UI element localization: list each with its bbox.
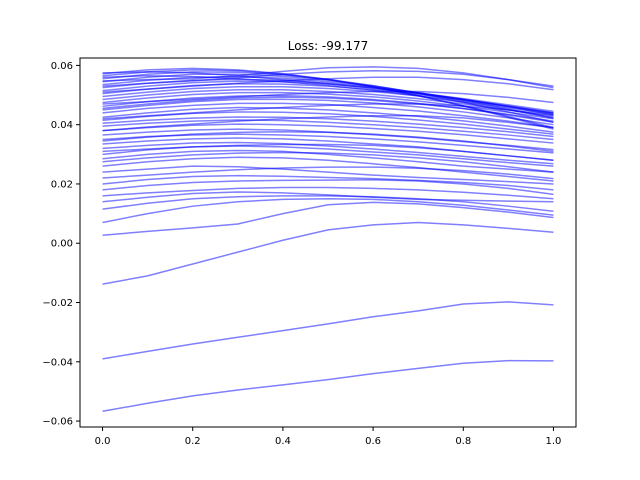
x-tick-label: 0.0 [95, 436, 111, 447]
series-line-26 [102, 91, 554, 120]
series-line-46 [102, 71, 554, 115]
y-tick-label: 0.00 [51, 239, 73, 250]
x-tick-label: 1.0 [546, 436, 562, 447]
y-tick-label: −0.02 [42, 298, 73, 309]
series-line-39 [102, 76, 554, 93]
x-tick-label: 0.6 [365, 436, 381, 447]
series-line-3 [102, 221, 554, 285]
series-line-18 [102, 123, 554, 144]
series-line-7 [102, 191, 554, 203]
series-line-50 [102, 151, 554, 173]
series-line-48 [102, 96, 554, 124]
series-line-47 [102, 75, 554, 119]
series-line-40 [102, 90, 554, 105]
y-tick-label: 0.04 [51, 120, 73, 131]
series-line-24 [102, 98, 554, 126]
x-axis: 0.0 0.2 0.4 0.6 0.8 1.0 [95, 427, 562, 447]
y-tick-label: −0.06 [42, 417, 73, 428]
chart-title: Loss: -99.177 [288, 39, 369, 53]
y-tick-label: 0.02 [51, 179, 73, 190]
series-line-49 [102, 131, 554, 153]
x-tick-label: 0.8 [455, 436, 471, 447]
series-line-38 [102, 69, 554, 87]
series-line-2 [102, 301, 554, 360]
plot-frame [79, 57, 577, 428]
series-line-23 [102, 102, 554, 129]
series-line-11 [102, 156, 554, 182]
series-line-22 [102, 106, 554, 133]
series-line-8 [102, 179, 554, 196]
series-line-5 [102, 198, 554, 224]
series-line-41 [102, 103, 554, 120]
series-line-12 [102, 149, 554, 173]
series-line-9 [102, 174, 554, 191]
series-line-43 [102, 143, 554, 161]
y-tick-label: 0.06 [51, 61, 73, 72]
series-line-6 [102, 195, 554, 212]
series-line-19 [102, 119, 554, 141]
y-tick-label: −0.04 [42, 357, 73, 368]
series-layer [102, 66, 554, 413]
series-line-42 [102, 115, 554, 132]
y-axis: −0.06 −0.04 −0.02 0.00 0.02 0.04 0.06 [42, 61, 80, 428]
series-line-14 [102, 141, 554, 165]
series-line-10 [102, 165, 554, 185]
series-line-1 [102, 359, 554, 413]
x-tick-label: 0.2 [185, 436, 201, 447]
series-line-4 [102, 201, 554, 236]
series-line-44 [102, 166, 554, 180]
x-tick-label: 0.4 [275, 436, 291, 447]
series-line-20 [102, 116, 554, 138]
series-line-45 [102, 186, 554, 200]
series-line-37 [102, 66, 554, 89]
